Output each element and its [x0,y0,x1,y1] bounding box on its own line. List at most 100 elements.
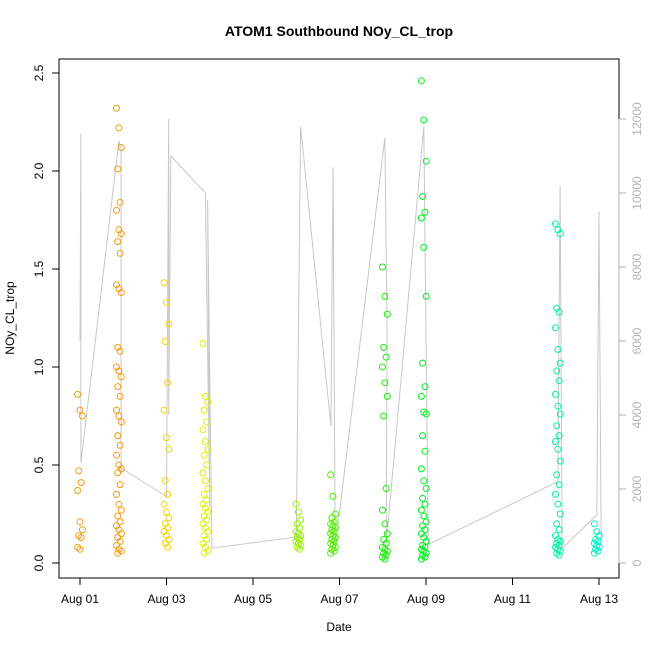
data-point [421,447,429,455]
data-point [199,340,207,347]
data-point [164,490,172,498]
data-point [294,508,302,516]
data-point [114,238,122,246]
data-point [555,308,563,316]
data-point [417,555,425,563]
data-point [204,485,212,492]
data-point [553,520,561,528]
data-point [327,471,335,479]
data-point [161,338,169,345]
data-point [329,492,337,500]
data-point [117,465,125,473]
y2-tick-label: 6000 [630,327,644,354]
data-point [114,549,122,557]
data-point [417,392,425,400]
data-point [163,434,170,442]
data-point [417,465,425,473]
data-point [380,343,388,351]
data-point [201,392,209,400]
x-tick-label: Aug 03 [147,592,185,606]
data-point [383,392,391,400]
data-point [383,310,391,318]
data-point [78,526,86,534]
data-point [379,363,386,371]
data-point [555,551,563,559]
data-point [552,438,559,445]
data-point [116,392,124,400]
data-point [330,547,338,555]
x-axis-label: Date [326,620,352,634]
x-tick-label: Aug 11 [494,592,531,606]
data-point [115,412,123,420]
data-point [421,208,429,216]
data-point [164,379,172,387]
data-point [203,418,211,426]
y2-tick-label: 2000 [630,475,644,502]
data-point [200,549,208,557]
data-point [76,545,84,553]
y2-tick-label: 0 [630,559,644,566]
data-point [554,402,562,410]
data-point [422,292,430,300]
data-point [382,551,390,559]
data-point [556,230,564,238]
data-point [379,506,386,514]
y2-tick-label: 8000 [630,253,644,280]
y-tick-label: 0.5 [32,456,46,473]
data-point [382,353,390,361]
data-point [556,457,564,465]
data-point [117,230,125,238]
data-point [420,243,428,251]
data-point [421,526,429,534]
data-point [200,406,208,414]
data-point [555,481,563,489]
data-point [113,451,120,459]
data-point [114,383,122,391]
data-point [590,520,598,528]
data-point [114,165,122,173]
data-point [201,438,209,445]
x-tick-label: Aug 13 [580,592,618,606]
data-point [116,537,124,545]
data-point [74,390,82,398]
data-point [76,406,84,414]
data-point [419,359,427,367]
y-tick-label: 1.0 [32,358,46,375]
data-point [590,549,598,557]
data-point [161,477,169,485]
x-tick-label: Aug 07 [320,592,358,606]
data-point [381,292,389,300]
data-point [203,516,211,524]
y-tick-label: 0.0 [32,554,46,571]
data-point [556,359,564,367]
data-point [200,490,208,498]
data-point [383,547,391,555]
data-point [117,289,125,296]
data-point [160,279,168,287]
data-point [116,249,124,257]
data-point [117,373,125,381]
data-point [381,555,389,563]
data-point [417,506,425,514]
data-point [113,206,120,214]
data-point [204,398,212,406]
data-point [204,547,212,555]
data-point [419,193,427,200]
data-point [199,426,207,434]
data-point [201,477,209,485]
data-point [113,490,120,498]
data-point [203,461,211,469]
data-point [417,214,425,222]
y-tick-label: 2.0 [32,162,46,179]
data-point [553,471,561,479]
data-point [117,530,125,538]
data-point [381,520,389,528]
data-point [297,516,305,524]
data-point [552,220,559,228]
data-point [297,541,305,549]
data-point [595,543,603,551]
data-point [117,144,125,151]
data-point [380,412,388,420]
data-point [116,347,124,355]
